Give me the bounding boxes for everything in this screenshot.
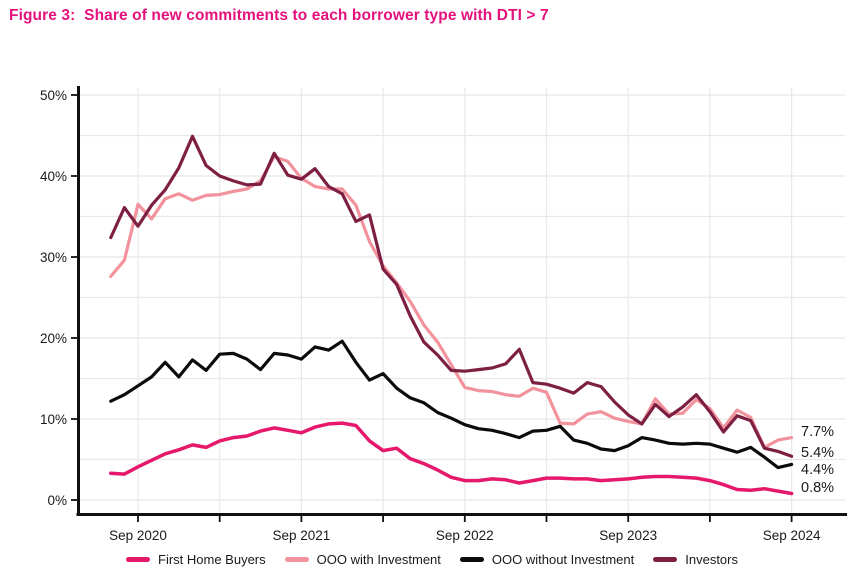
legend-label: First Home Buyers [158,552,266,567]
x-tick-label: Sep 2024 [763,528,821,543]
end-label-ooo-without-investment: 4.4% [801,462,834,478]
chart-title: Figure 3: Share of new commitments to ea… [9,7,549,24]
end-label-ooo-with-investment: 7.7% [801,424,834,440]
legend-swatch-investors [653,557,678,562]
end-label-investors: 5.4% [801,445,834,461]
legend-swatch-ooo-with-investment [284,557,309,562]
legend-item-ooo-without-investment: OOO without Investment [459,552,635,567]
x-tick-label: Sep 2023 [599,528,657,543]
legend-swatch-ooo-without-investment [459,557,484,562]
legend-label: Investors [685,552,738,567]
y-tick-label: 30% [40,250,67,265]
legend-item-ooo-with-investment: OOO with Investment [284,552,441,567]
legend-swatch-first-home-buyers [126,557,150,562]
x-tick-label: Sep 2020 [109,528,167,543]
chart-legend: First Home Buyers OOO with Investment OO… [0,552,864,567]
legend-item-investors: Investors [653,552,738,567]
series-line-first-home-buyers [109,421,794,496]
legend-label: OOO with Investment [316,552,441,567]
y-tick-label: 0% [47,493,67,508]
y-tick-label: 10% [40,412,67,427]
series-line-ooo-with-investment [109,155,794,449]
series-line-investors [109,134,794,458]
y-tick-label: 20% [40,331,67,346]
series-line-ooo-without-investment [109,339,794,470]
legend-item-first-home-buyers: First Home Buyers [126,552,266,567]
end-label-first-home-buyers: 0.8% [801,480,834,496]
y-tick-label: 50% [40,88,67,103]
y-tick-label: 40% [40,169,67,184]
x-tick-label: Sep 2022 [436,528,494,543]
legend-label: OOO without Investment [491,552,635,567]
x-tick-label: Sep 2021 [272,528,330,543]
